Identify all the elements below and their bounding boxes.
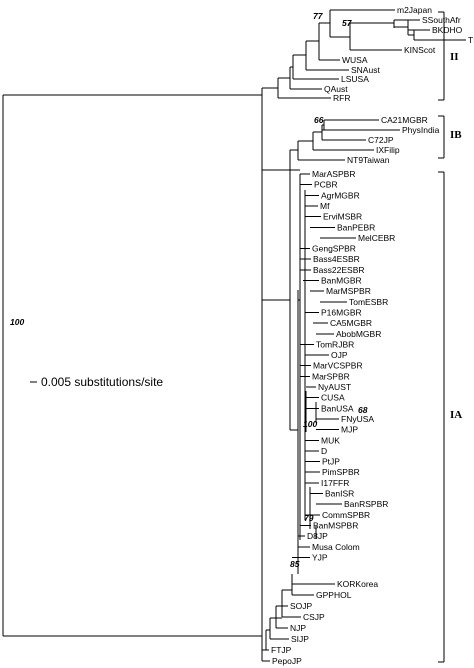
leaf-label: GPPHOL [316, 590, 352, 600]
leaf-label: MarVCSPBR [313, 361, 363, 371]
leaf-label: C72JP [368, 135, 394, 145]
leaf-label: NJP [290, 623, 306, 633]
leaf-label: KORKorea [337, 579, 378, 589]
leaf-label: BanISR [325, 489, 354, 499]
bootstrap-value: 57 [342, 18, 353, 28]
leaf-label: PimSPBR [322, 467, 360, 477]
leaf-label: PCBR [314, 180, 338, 190]
leaf-label: MJP [341, 425, 358, 435]
bootstrap-value: 100 [303, 419, 317, 429]
leaf-label: CommSPBR [322, 510, 370, 520]
leaf-label: BKDHO [432, 25, 463, 35]
leaf-label: AgrMGBR [321, 190, 360, 200]
leaf-label: PepoJP [272, 656, 302, 666]
leaf-label: P16MGBR [321, 307, 362, 317]
clade-label: IA [450, 409, 462, 421]
leaf-label: BanMGBR [321, 276, 362, 286]
leaf-label: MarSPBR [312, 371, 350, 381]
tree-branches [2, 9, 466, 662]
leaf-label: BanUSA [321, 403, 354, 413]
leaf-label: LSUSA [341, 74, 369, 84]
clade-label: IB [450, 129, 462, 141]
leaf-label: MelCEBR [358, 233, 395, 243]
leaf-label: GengSPBR [312, 244, 356, 254]
bootstrap-value: 66 [314, 115, 324, 125]
leaf-label: Bass4ESBR [313, 254, 360, 264]
leaf-label: CUSA [321, 393, 345, 403]
bootstrap-value: 85 [290, 559, 300, 569]
leaf-label: Bass22ESBR [313, 265, 365, 275]
leaf-label: CA5MGBR [330, 318, 372, 328]
scale-bar: 0.005 substitutions/site [30, 375, 163, 389]
leaf-label: BanRSPBR [344, 499, 388, 509]
leaf-label: MUK [321, 435, 340, 445]
leaf-label: TomESBR [349, 297, 388, 307]
scale-bar-label: 0.005 substitutions/site [41, 375, 163, 389]
bootstrap-value: 68 [358, 405, 368, 415]
leaf-label: IXFilip [376, 145, 400, 155]
leaf-label: I17FFR [321, 478, 349, 488]
leaf-label: BanMSPBR [313, 520, 358, 530]
leaf-label: NT9Taiwan [347, 155, 390, 165]
leaf-label: PhysIndia [402, 125, 440, 135]
leaf-label: m2Japan [397, 5, 432, 15]
leaf-label: TomRJBR [316, 339, 354, 349]
bootstrap-value: 79 [304, 513, 314, 523]
leaf-label: FNyUSA [341, 414, 374, 424]
leaf-label: SSouthAfr [422, 15, 461, 25]
leaf-label: WUSA [342, 55, 368, 65]
leaf-label: MarMSPBR [326, 286, 371, 296]
leaf-label: OJP [331, 350, 348, 360]
bootstrap-value: 77 [313, 11, 324, 21]
leaf-label: D [321, 446, 327, 456]
leaf-label: CSJP [303, 612, 325, 622]
leaf-label: CA21MGBR [381, 115, 428, 125]
bootstrap-labels: 77 57 66 68 100 79 85 100 [10, 11, 368, 569]
leaf-label: AbobMGBR [336, 329, 381, 339]
leaf-label: D8JP [307, 531, 328, 541]
leaf-label: MarASPBR [312, 169, 355, 179]
clade-label: II [450, 51, 459, 63]
leaf-label: NyAUST [318, 382, 351, 392]
leaf-label: Mf [320, 201, 330, 211]
leaf-label: PtJP [322, 457, 340, 467]
leaf-label: KINScot [404, 45, 436, 55]
bootstrap-value: 100 [10, 317, 24, 327]
leaf-label: SIJP [291, 634, 309, 644]
leaf-label: QAust [324, 84, 348, 94]
clade-brackets: II IB IA [438, 11, 462, 663]
leaf-label: SOJP [290, 601, 313, 611]
leaf-label: RFR [333, 93, 350, 103]
leaf-label: ErviMSBR [323, 212, 362, 222]
leaf-label: FTJP [271, 645, 292, 655]
leaf-label: TRK7Hung [468, 35, 474, 45]
leaf-label: SNAust [351, 65, 380, 75]
leaf-label: BanPEBR [337, 222, 375, 232]
leaf-label: YJP [312, 552, 328, 562]
leaf-label: Musa Colom [312, 542, 360, 552]
